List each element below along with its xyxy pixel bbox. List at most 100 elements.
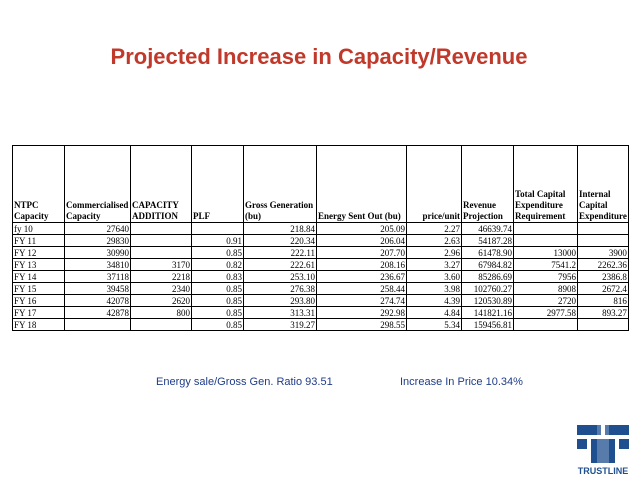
table-cell: 222.11 [243, 246, 317, 259]
table-cell: 253.10 [243, 270, 317, 283]
header-ntpc-capacity: NTPC Capacity [12, 145, 65, 223]
table-cell: 276.38 [243, 282, 317, 295]
table-cell [577, 318, 629, 331]
table-cell: 2720 [513, 294, 578, 307]
table-cell: 222.61 [243, 258, 317, 271]
table-cell [191, 222, 244, 235]
trustline-logo-icon [577, 425, 629, 465]
table-cell: 0.82 [191, 258, 244, 271]
table-cell: 85286.69 [461, 270, 514, 283]
table-cell: 2386.8 [577, 270, 629, 283]
table-row: FY 16 42078 2620 0.85 293.80 274.74 4.39 120530… [12, 294, 629, 307]
table-cell [130, 318, 192, 331]
header-capacity-addition: CAPACITY ADDITION [130, 145, 192, 223]
table-row: FY 18 0.85 319.27 298.55 5.34 159456.81 [12, 318, 629, 331]
table-cell: 27640 [64, 222, 131, 235]
table-cell: 8908 [513, 282, 578, 295]
table-cell [577, 222, 629, 235]
table-row: fy 10 27640 218.84 205.09 2.27 46639.74 [12, 222, 629, 235]
table-cell: FY 13 [12, 258, 65, 271]
table-cell: 800 [130, 306, 192, 319]
table-cell: 0.85 [191, 246, 244, 259]
table-cell: 3.60 [406, 270, 462, 283]
table-cell: 54187.28 [461, 234, 514, 247]
table-cell: 30990 [64, 246, 131, 259]
table-cell: 292.98 [316, 306, 407, 319]
page-title: Projected Increase in Capacity/Revenue [110, 44, 528, 69]
header-commercialised-capacity: Commercialised Capacity [64, 145, 131, 223]
table-cell: 39458 [64, 282, 131, 295]
header-gross-generation: Gross Generation (bu) [243, 145, 317, 223]
table-cell: 13000 [513, 246, 578, 259]
table-cell: 61478.90 [461, 246, 514, 259]
table-cell: 5.34 [406, 318, 462, 331]
table-cell: 218.84 [243, 222, 317, 235]
table-cell [513, 222, 578, 235]
header-plf: PLF [191, 145, 244, 223]
table-cell: 207.70 [316, 246, 407, 259]
table-cell: 298.55 [316, 318, 407, 331]
table-cell: 2218 [130, 270, 192, 283]
table-cell: 0.91 [191, 234, 244, 247]
table-cell: 2262.36 [577, 258, 629, 271]
table-cell: 0.85 [191, 282, 244, 295]
table-cell: 42878 [64, 306, 131, 319]
table-cell: 319.27 [243, 318, 317, 331]
table-cell: 2.63 [406, 234, 462, 247]
table-cell: 102760.27 [461, 282, 514, 295]
table-cell: 3.27 [406, 258, 462, 271]
table-header-row: NTPC Capacity Commercialised Capacity CA… [12, 145, 629, 223]
table-row: FY 11 29830 0.91 220.34 206.04 2.63 54187.28 [12, 234, 629, 247]
table-cell: 4.84 [406, 306, 462, 319]
table-cell: 258.44 [316, 282, 407, 295]
table-cell: 34810 [64, 258, 131, 271]
table-cell: 2340 [130, 282, 192, 295]
table-row: FY 17 42878 800 0.85 313.31 292.98 4.84 141821.… [12, 306, 629, 319]
table-cell: 3170 [130, 258, 192, 271]
table-cell: FY 17 [12, 306, 65, 319]
table-cell: FY 14 [12, 270, 65, 283]
price-increase-note: Increase In Price 10.34% [400, 376, 523, 388]
table-cell: 0.83 [191, 270, 244, 283]
table-row: FY 15 39458 2340 0.85 276.38 258.44 3.98 102760… [12, 282, 629, 295]
table-cell: 0.85 [191, 318, 244, 331]
table-cell: FY 12 [12, 246, 65, 259]
table-row: FY 14 37118 2218 0.83 253.10 236.67 3.60 85286.… [12, 270, 629, 283]
table-cell: 220.34 [243, 234, 317, 247]
table-cell: 816 [577, 294, 629, 307]
table-cell: FY 15 [12, 282, 65, 295]
table-cell: 313.31 [243, 306, 317, 319]
table-cell [64, 318, 131, 331]
table-cell: 2.96 [406, 246, 462, 259]
table-cell: FY 16 [12, 294, 65, 307]
table-cell: fy 10 [12, 222, 65, 235]
table-cell: 274.74 [316, 294, 407, 307]
table-cell: 67984.82 [461, 258, 514, 271]
table-cell: 3900 [577, 246, 629, 259]
table-cell: 236.67 [316, 270, 407, 283]
table-cell: 46639.74 [461, 222, 514, 235]
header-price-unit: price/unit [406, 145, 462, 223]
table-cell [130, 222, 192, 235]
table-cell: 2672.4 [577, 282, 629, 295]
header-energy-sent-out: Energy Sent Out (bu) [316, 145, 407, 223]
table-cell: 0.85 [191, 306, 244, 319]
table-cell: 42078 [64, 294, 131, 307]
table-cell: 4.39 [406, 294, 462, 307]
table-cell: 29830 [64, 234, 131, 247]
table-row: FY 12 30990 0.85 222.11 207.70 2.96 61478.90 13… [12, 246, 629, 259]
table-cell: 159456.81 [461, 318, 514, 331]
table-cell: 206.04 [316, 234, 407, 247]
table-cell: 205.09 [316, 222, 407, 235]
table-cell [513, 234, 578, 247]
table-cell: 2620 [130, 294, 192, 307]
header-internal-capex: Internal Capital Expenditure [577, 145, 629, 223]
table-cell: FY 18 [12, 318, 65, 331]
table-cell: 3.98 [406, 282, 462, 295]
table-cell: 2.27 [406, 222, 462, 235]
table-cell [577, 234, 629, 247]
table-cell: 37118 [64, 270, 131, 283]
logo-text: TRUSTLINE [577, 466, 629, 476]
table-cell: 7541.2 [513, 258, 578, 271]
table-cell [130, 234, 192, 247]
